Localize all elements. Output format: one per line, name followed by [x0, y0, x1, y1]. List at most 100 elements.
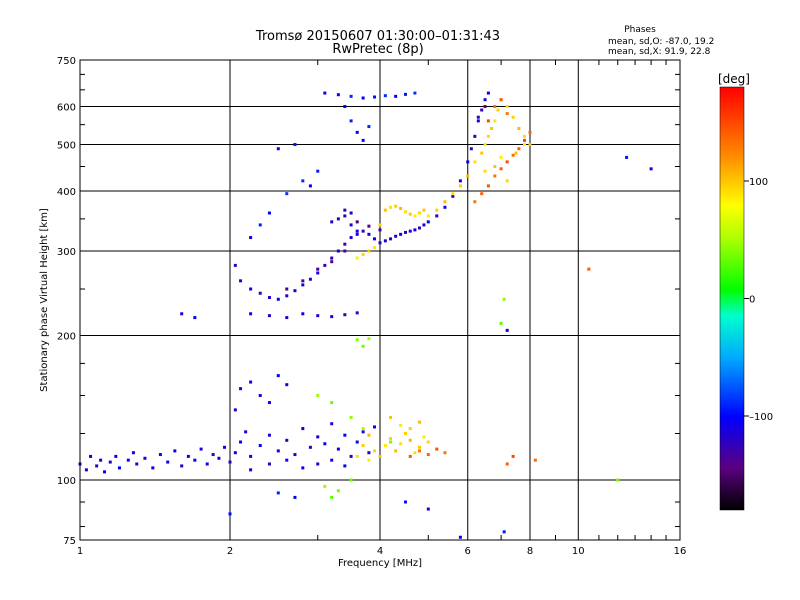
- data-point: [343, 313, 347, 317]
- data-point: [426, 214, 430, 218]
- data-point: [502, 530, 506, 534]
- data-point: [308, 277, 312, 281]
- data-point: [373, 449, 377, 453]
- data-point: [483, 169, 487, 173]
- data-point: [308, 445, 312, 449]
- data-point: [422, 223, 426, 227]
- data-point: [399, 423, 403, 427]
- data-point: [505, 112, 509, 116]
- data-point: [373, 425, 377, 429]
- data-point: [458, 184, 462, 188]
- colorbar-tick-label: 100: [749, 177, 768, 188]
- data-point: [158, 453, 162, 457]
- data-point: [316, 394, 320, 398]
- data-point: [394, 94, 398, 98]
- data-point: [408, 427, 412, 431]
- data-point: [126, 458, 130, 462]
- data-point: [378, 454, 382, 458]
- grid: [80, 60, 680, 540]
- data-point: [293, 143, 297, 147]
- data-point: [367, 224, 371, 228]
- axis-ticks: 1 2 4 6 8 10 16 75 100 200 300 400 500 600 750: [57, 56, 686, 557]
- data-point: [293, 289, 297, 293]
- data-point: [480, 108, 484, 112]
- data-point: [330, 220, 334, 224]
- data-point: [223, 445, 227, 449]
- data-point: [349, 119, 353, 123]
- data-point: [301, 279, 305, 283]
- data-point: [426, 453, 430, 457]
- data-point: [399, 442, 403, 446]
- data-point: [267, 462, 271, 466]
- data-point: [451, 194, 455, 198]
- data-point: [378, 241, 382, 245]
- data-point: [417, 445, 421, 449]
- data-point: [517, 147, 521, 151]
- x-tick-label: 16: [674, 546, 687, 557]
- data-point: [533, 458, 537, 462]
- data-point: [493, 164, 497, 168]
- data-point: [267, 314, 271, 318]
- data-point: [383, 94, 387, 98]
- x-tick-label: 6: [465, 546, 471, 557]
- data-point: [343, 433, 347, 437]
- x-axis-label: Frequency [MHz]: [338, 558, 422, 569]
- data-point: [84, 468, 88, 472]
- data-point: [367, 458, 371, 462]
- data-point: [228, 460, 232, 464]
- data-point: [389, 440, 393, 444]
- data-point: [180, 464, 184, 468]
- data-point: [361, 253, 365, 257]
- colorbar-ticks: 100 0 –100: [744, 177, 773, 423]
- data-point: [408, 438, 412, 442]
- data-point: [217, 456, 221, 460]
- data-point: [373, 246, 377, 250]
- data-point: [349, 223, 353, 227]
- data-point: [343, 464, 347, 468]
- data-point: [330, 315, 334, 319]
- data-point: [649, 167, 653, 171]
- data-point: [403, 92, 407, 96]
- colorbar: [719, 86, 745, 511]
- data-point: [239, 279, 243, 283]
- data-point: [233, 451, 237, 455]
- data-point: [523, 134, 527, 138]
- data-point: [426, 507, 430, 511]
- data-point: [336, 447, 340, 451]
- data-point: [349, 236, 353, 240]
- data-point: [417, 211, 421, 215]
- data-point: [451, 192, 455, 196]
- data-point: [616, 478, 620, 482]
- data-point: [211, 453, 215, 457]
- data-point: [443, 205, 447, 209]
- data-point: [383, 208, 387, 212]
- data-point: [276, 297, 280, 301]
- data-point: [316, 271, 320, 275]
- data-point: [443, 451, 447, 455]
- data-point: [394, 234, 398, 238]
- data-point: [323, 91, 327, 95]
- y-tick-label: 75: [63, 536, 76, 547]
- data-point: [249, 287, 253, 291]
- data-point: [228, 512, 232, 516]
- data-point: [367, 232, 371, 236]
- data-point: [349, 211, 353, 215]
- data-point: [435, 208, 439, 212]
- data-point: [413, 228, 417, 232]
- data-point: [99, 458, 103, 462]
- data-point: [483, 98, 487, 102]
- phases-x-stats: mean, sd,X: 91.9, 22.8: [608, 47, 711, 57]
- data-point: [349, 94, 353, 98]
- data-point: [367, 125, 371, 129]
- data-point: [330, 458, 334, 462]
- data-point: [361, 138, 365, 142]
- data-point: [355, 311, 359, 315]
- data-point: [511, 153, 515, 157]
- data-point: [108, 460, 112, 464]
- data-point: [355, 232, 359, 236]
- data-point: [422, 435, 426, 439]
- data-point: [285, 458, 289, 462]
- data-point: [193, 458, 197, 462]
- plot-frame: [79, 59, 681, 541]
- data-point: [367, 451, 371, 455]
